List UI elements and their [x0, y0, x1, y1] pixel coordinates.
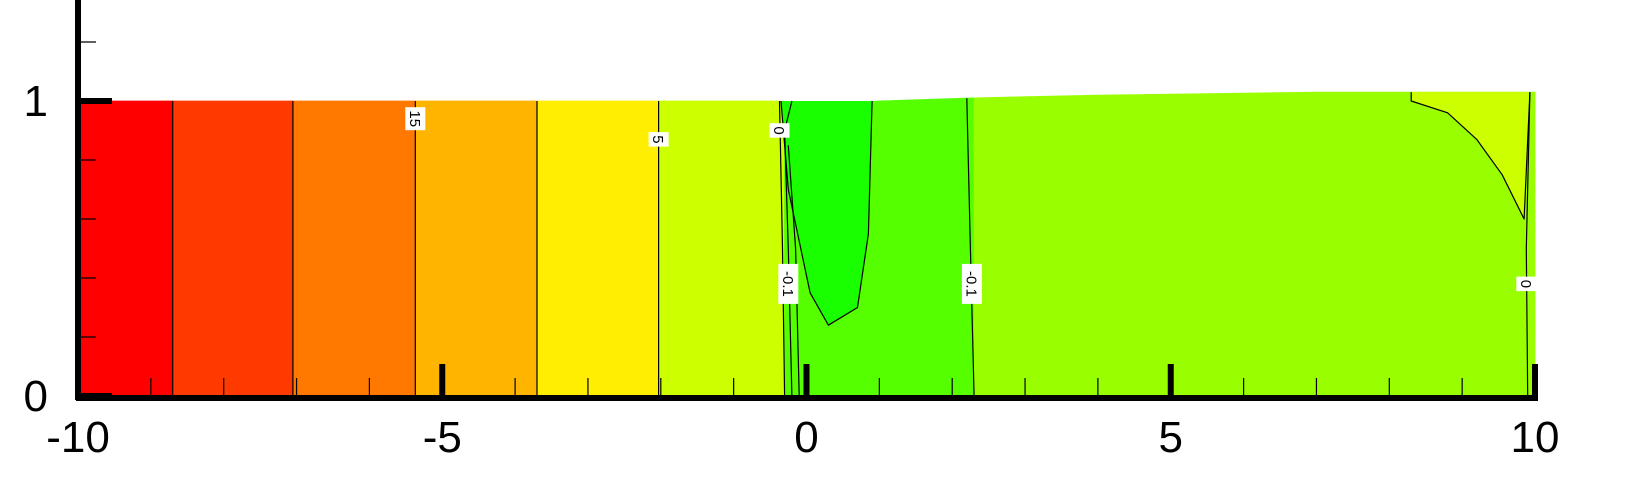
y-tick-label: 1 [24, 77, 48, 126]
contour-line-10 [966, 98, 975, 397]
x-tick-label: -5 [423, 413, 462, 462]
contour-band-3 [292, 100, 416, 397]
contour-band-2 [172, 100, 294, 397]
contour-label-2: 5 [648, 132, 669, 147]
contour-lines [172, 92, 1531, 397]
contour-label-text: 5 [649, 135, 666, 143]
axes: -10 -5 0 5 10 0 1 [24, 0, 1560, 462]
contour-label-box [648, 132, 669, 147]
contour-label-3: 0 [769, 123, 790, 138]
contour-label-text: 0 [770, 126, 787, 134]
contour-label-4: -0.1 [778, 263, 799, 304]
contour-line-7 [783, 100, 793, 397]
contour-line-12 [1410, 92, 1531, 220]
contour-line-9 [780, 100, 873, 326]
contour-band-4 [414, 100, 538, 397]
contour-pockets [781, 92, 1530, 326]
contour-label-box [778, 263, 799, 304]
contour-label-box [769, 123, 790, 138]
contour-band-6 [658, 100, 785, 397]
contour-band-5 [536, 100, 659, 397]
contour-pocket-1 [781, 101, 873, 326]
contour-label-box [405, 107, 426, 131]
contour-pocket-2 [1411, 92, 1530, 219]
x-tick-label: 0 [794, 413, 818, 462]
y-tick-label: 0 [24, 372, 48, 421]
contour-label-text: -0.1 [962, 271, 979, 297]
x-tick-label: -10 [46, 413, 110, 462]
contour-labels: 15 5 0 -0.1 -0.1 0 [405, 107, 1537, 304]
contour-label-6: 0 [1516, 276, 1537, 292]
contour-line-11 [1525, 92, 1531, 397]
contour-label-text: 0 [1517, 280, 1534, 288]
contour-line-6 [778, 100, 786, 397]
contour-label-box [1516, 276, 1537, 292]
contour-label-text: 15 [406, 110, 423, 127]
contour-label-5: -0.1 [961, 263, 982, 304]
contour-line-8 [787, 145, 800, 397]
contour-label-1: 15 [405, 107, 426, 131]
contour-band-8 [973, 91, 1536, 397]
x-tick-label: 5 [1159, 413, 1183, 462]
contour-label-text: -0.1 [779, 271, 796, 297]
contour-band-1 [77, 100, 174, 397]
x-tick-label: 10 [1511, 413, 1560, 462]
contour-label-box [961, 263, 982, 304]
